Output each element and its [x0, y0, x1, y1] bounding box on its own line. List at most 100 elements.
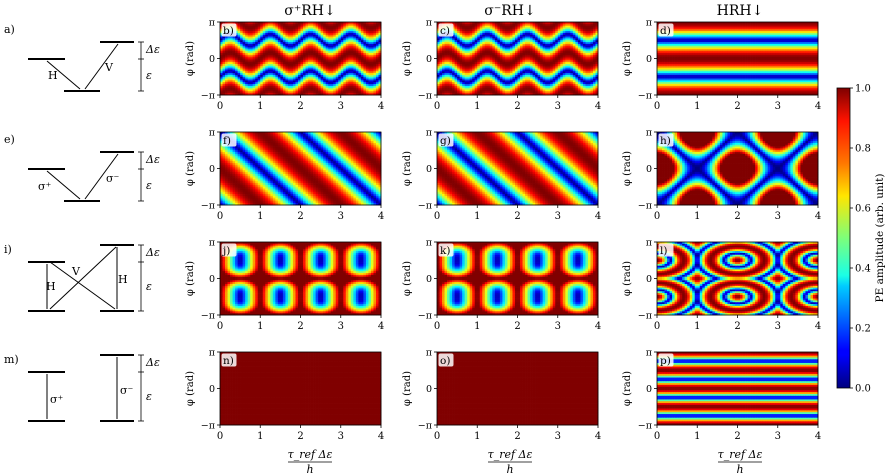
heatmap-cell — [315, 31, 319, 34]
heatmap-cell — [330, 40, 334, 43]
heatmap-cell — [320, 38, 324, 41]
heatmap-cell — [280, 71, 284, 74]
heatmap-cell — [300, 40, 304, 43]
heatmap-cell — [295, 82, 299, 85]
heatmap-cell — [232, 84, 236, 87]
heatmap-cell — [270, 49, 274, 52]
heatmap-cell — [232, 38, 236, 41]
heatmap-cell — [333, 34, 337, 37]
heatmap-cell — [373, 62, 377, 65]
heatmap-cell — [365, 22, 369, 25]
heatmap-cell — [303, 34, 306, 37]
heatmap-cell — [330, 63, 334, 67]
heatmap-cell — [358, 80, 362, 83]
heatmap-cell — [343, 49, 347, 52]
heatmap-cell — [303, 73, 306, 76]
transition-label-v: V — [71, 265, 81, 278]
heatmap-cell — [295, 29, 299, 32]
heatmap-cell — [252, 84, 256, 87]
heatmap-cell — [343, 51, 347, 54]
heatmap-cell — [303, 23, 306, 26]
heatmap-cell — [272, 74, 276, 78]
heatmap-cell — [330, 58, 334, 61]
heatmap-cell — [247, 36, 251, 39]
heatmap-cell — [297, 31, 301, 34]
heatmap-cell — [232, 69, 236, 72]
heatmap-cell — [358, 43, 362, 47]
heatmap-cell — [335, 54, 339, 58]
heatmap-cell — [267, 76, 271, 79]
heatmap-cell — [368, 54, 372, 58]
heatmap-cell — [250, 56, 254, 59]
heatmap-cell — [235, 71, 238, 74]
heatmap-cell — [365, 40, 369, 43]
heatmap-cell — [305, 51, 309, 54]
heatmap-cell — [235, 82, 238, 85]
heatmap-cell — [227, 84, 231, 87]
heatmap-cell — [262, 34, 266, 37]
heatmap-cell — [230, 38, 233, 41]
heatmap-cell — [303, 78, 306, 81]
column-title-2: σ⁻RH↓ — [484, 3, 535, 19]
heatmap-cell — [333, 40, 337, 43]
heatmap-cell — [247, 42, 251, 45]
heatmap-cell — [368, 67, 372, 70]
heatmap-cell — [277, 54, 281, 58]
heatmap-cell — [292, 62, 296, 65]
heatmap-cell — [295, 42, 299, 45]
heatmap-cell — [338, 80, 342, 83]
heatmap-cell — [355, 32, 359, 36]
heatmap-cell — [240, 53, 243, 56]
heatmap-cell — [348, 23, 352, 26]
heatmap-cell — [280, 36, 284, 39]
heatmap-cell — [275, 38, 279, 41]
heatmap-cell — [350, 62, 354, 65]
heatmap-cell — [315, 27, 319, 30]
heatmap-cell — [242, 45, 246, 48]
heatmap-cell — [343, 47, 347, 50]
heatmap-cell — [333, 73, 337, 76]
heatmap-cell — [260, 47, 264, 50]
y-tick-label: π — [209, 18, 215, 29]
heatmap-cell — [360, 51, 364, 54]
heatmap-cell — [285, 27, 289, 30]
heatmap-cell — [260, 23, 264, 26]
heatmap-cell — [262, 31, 266, 34]
heatmap-cell — [295, 73, 299, 76]
heatmap-cell — [262, 22, 266, 25]
heatmap-cell — [373, 51, 377, 54]
heatmap-cell — [323, 23, 327, 26]
heatmap-cell — [287, 22, 291, 25]
heatmap-cell — [250, 49, 254, 52]
heatmap-cell — [277, 80, 281, 83]
heatmap-cell — [363, 80, 367, 83]
heatmap-cell — [262, 67, 266, 70]
heatmap-cell — [287, 25, 291, 28]
heatmap-cell — [310, 82, 314, 85]
heatmap-cell — [272, 34, 276, 37]
heatmap-cell — [345, 65, 349, 68]
heatmap-cell — [247, 53, 251, 56]
heatmap-cell — [227, 40, 231, 43]
heatmap-cell — [348, 69, 352, 72]
heatmap-cell — [280, 32, 284, 36]
transition-label-v: V — [104, 61, 114, 74]
heatmap-cell — [340, 56, 344, 59]
heatmap-cell — [272, 80, 276, 83]
heatmap-cell — [222, 40, 226, 43]
heatmap-cell — [325, 43, 329, 47]
heatmap-cell — [363, 60, 367, 63]
heatmap-cell — [267, 54, 271, 58]
heatmap-cell — [295, 36, 299, 39]
transition-label-sigma-minus: σ⁻ — [106, 172, 120, 185]
heatmap-cell — [237, 38, 241, 41]
heatmap-cell — [295, 34, 299, 37]
heatmap-cell — [295, 47, 299, 50]
heatmap-cell — [310, 65, 314, 68]
heatmap-cell — [277, 49, 281, 52]
heatmap-cell — [300, 32, 304, 36]
heatmap-cell — [360, 63, 364, 67]
heatmap-cell — [335, 51, 339, 54]
heatmap-cell — [227, 76, 231, 79]
heatmap-cell — [340, 34, 344, 37]
